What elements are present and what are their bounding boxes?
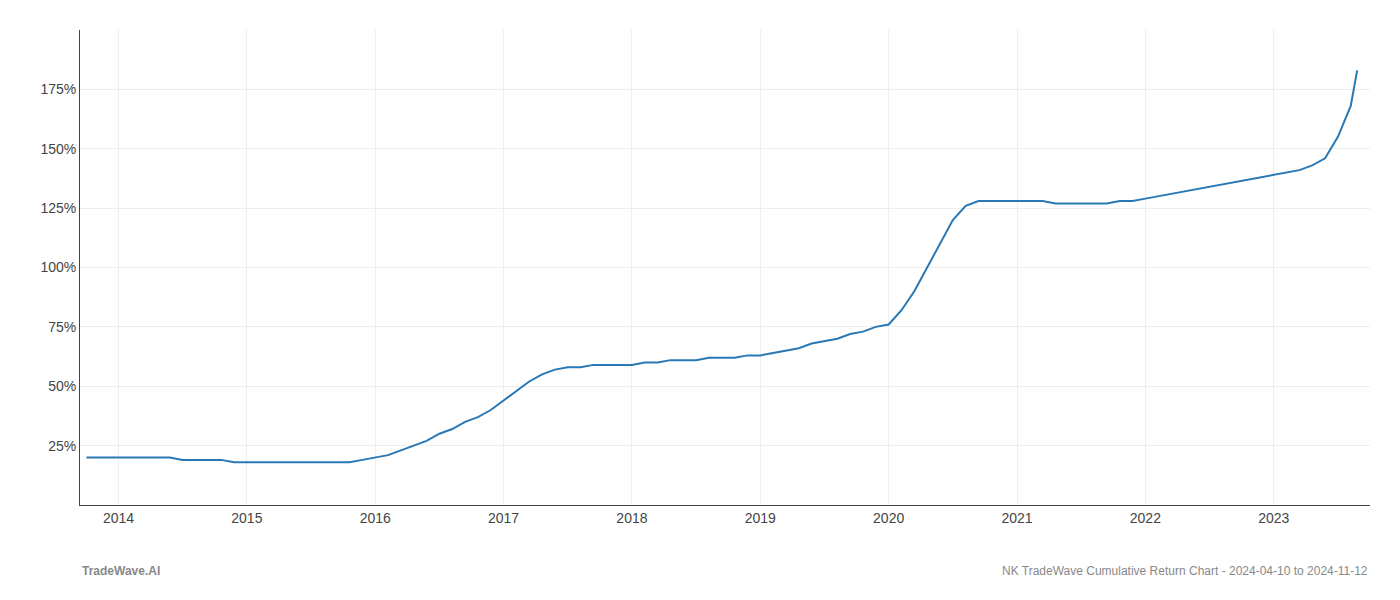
svg-text:50%: 50% (48, 378, 76, 394)
svg-text:125%: 125% (40, 200, 76, 216)
svg-text:2019: 2019 (745, 510, 776, 526)
svg-text:2020: 2020 (873, 510, 904, 526)
svg-text:2023: 2023 (1258, 510, 1289, 526)
svg-text:NK TradeWave Cumulative Return: NK TradeWave Cumulative Return Chart - 2… (1002, 564, 1368, 578)
svg-text:2022: 2022 (1130, 510, 1161, 526)
svg-text:25%: 25% (48, 438, 76, 454)
svg-text:2014: 2014 (103, 510, 134, 526)
svg-text:75%: 75% (48, 319, 76, 335)
svg-text:100%: 100% (40, 259, 76, 275)
svg-text:2018: 2018 (616, 510, 647, 526)
svg-text:2015: 2015 (231, 510, 262, 526)
svg-text:2017: 2017 (488, 510, 519, 526)
svg-text:2021: 2021 (1001, 510, 1032, 526)
svg-text:2016: 2016 (360, 510, 391, 526)
svg-text:150%: 150% (40, 141, 76, 157)
svg-text:TradeWave.AI: TradeWave.AI (82, 564, 160, 578)
svg-text:175%: 175% (40, 81, 76, 97)
